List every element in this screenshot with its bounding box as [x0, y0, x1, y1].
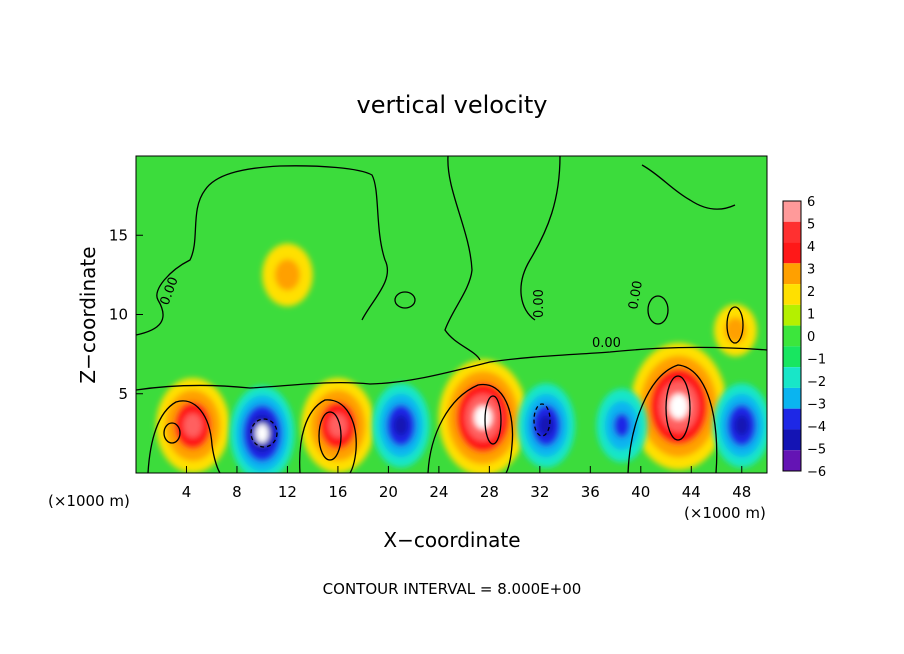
colorbar-swatch — [783, 367, 801, 388]
contour-line — [394, 291, 416, 309]
downdraft-cell — [255, 423, 269, 443]
contour-line — [533, 403, 551, 437]
contour-line — [299, 399, 357, 473]
colorbar-label: 0 — [807, 330, 815, 345]
colorbar-label: −4 — [807, 420, 826, 435]
colorbar-swatch — [783, 201, 801, 222]
contour-line — [163, 422, 181, 444]
contour-line — [726, 306, 744, 344]
x-tick-label: 12 — [278, 483, 297, 501]
colorbar-label: 5 — [807, 218, 815, 233]
contour-line — [427, 384, 514, 473]
contour-line — [136, 165, 388, 336]
contour-line — [647, 295, 669, 325]
x-unit-label-left: (×1000 m) — [48, 492, 130, 510]
contour-label: 0.00 — [532, 289, 547, 318]
x-tick-label: 24 — [429, 483, 448, 501]
updraft-cell — [669, 393, 689, 420]
downdraft-cells — [229, 383, 767, 473]
colorbar-label: 2 — [807, 285, 815, 300]
x-tick-label: 28 — [480, 483, 499, 501]
colorbar-swatch — [783, 387, 801, 409]
contour-line — [444, 156, 481, 361]
updraft-cell — [328, 413, 348, 438]
colorbar-swatch — [783, 325, 801, 347]
updraft-cell — [183, 413, 202, 438]
y-tick-label: 15 — [109, 226, 128, 244]
contour-line — [520, 156, 561, 321]
x-tick-label: 48 — [732, 483, 751, 501]
x-axis: 4 8 12 16 20 24 28 32 36 40 44 48 — [182, 466, 751, 501]
x-tick-label: 4 — [182, 483, 192, 501]
zero-contours — [136, 156, 767, 473]
x-axis-title: X−coordinate — [383, 528, 520, 552]
plot-area: 0.00 0.00 0.00 0.00 — [135, 155, 768, 474]
contour-line — [641, 164, 736, 210]
colorbar-label: −3 — [807, 398, 826, 413]
contour-line — [250, 418, 278, 448]
updraft-cell — [474, 405, 492, 430]
contour-line — [147, 400, 221, 473]
colorbar-label: −5 — [807, 443, 826, 458]
colorbar-swatch — [783, 304, 801, 326]
contour-line — [136, 346, 767, 391]
colorbar-swatch — [783, 429, 801, 451]
y-tick-label: 5 — [118, 385, 128, 403]
colorbar-label: −2 — [807, 375, 826, 390]
colorbar-frame — [782, 200, 802, 472]
y-tick-label: 10 — [109, 306, 128, 324]
y-axis: 5 10 15 — [109, 226, 143, 403]
contour-line — [627, 364, 718, 473]
contour-line — [484, 395, 502, 445]
colorbar-swatch — [783, 450, 801, 471]
x-tick-label: 32 — [530, 483, 549, 501]
contour-line — [318, 411, 342, 461]
contour-label: 0.00 — [626, 280, 646, 311]
colorbar-swatch — [783, 242, 801, 264]
downdraft-cell — [538, 414, 554, 436]
colorbar-swatch — [783, 263, 801, 285]
x-tick-label: 16 — [328, 483, 347, 501]
colorbar-swatch — [783, 346, 801, 368]
colorbar-label: −6 — [807, 465, 826, 480]
x-tick-label: 36 — [581, 483, 600, 501]
x-tick-label: 44 — [682, 483, 701, 501]
x-tick-label: 20 — [379, 483, 398, 501]
contour-interval: CONTOUR INTERVAL = 8.000E+00 — [323, 580, 582, 598]
downdraft-cell — [393, 414, 409, 436]
colorbar-label: 6 — [807, 195, 815, 210]
contour-line — [665, 375, 691, 441]
x-tick-label: 8 — [232, 483, 242, 501]
colorbar-label: 4 — [807, 240, 815, 255]
colorbar-swatch — [783, 284, 801, 305]
colorbar-label: 3 — [807, 263, 815, 278]
y-axis-title: Z−coordinate — [76, 246, 100, 383]
colorbar-swatch — [783, 221, 801, 243]
updraft-cell — [274, 259, 301, 291]
x-unit-label-right: (×1000 m) — [684, 504, 766, 522]
downdraft-cell — [613, 413, 631, 438]
colorbar-label: 1 — [807, 308, 815, 323]
downdraft-cell — [734, 414, 749, 436]
colorbar: 6 5 4 3 2 1 0 −1 −2 −3 −4 −5 −6 — [782, 195, 826, 480]
contour-label: 0.00 — [592, 336, 621, 351]
colorbar-label: −1 — [807, 353, 826, 368]
x-tick-label: 40 — [631, 483, 650, 501]
colorbar-swatch — [783, 408, 801, 430]
chart-title: vertical velocity — [357, 91, 548, 119]
